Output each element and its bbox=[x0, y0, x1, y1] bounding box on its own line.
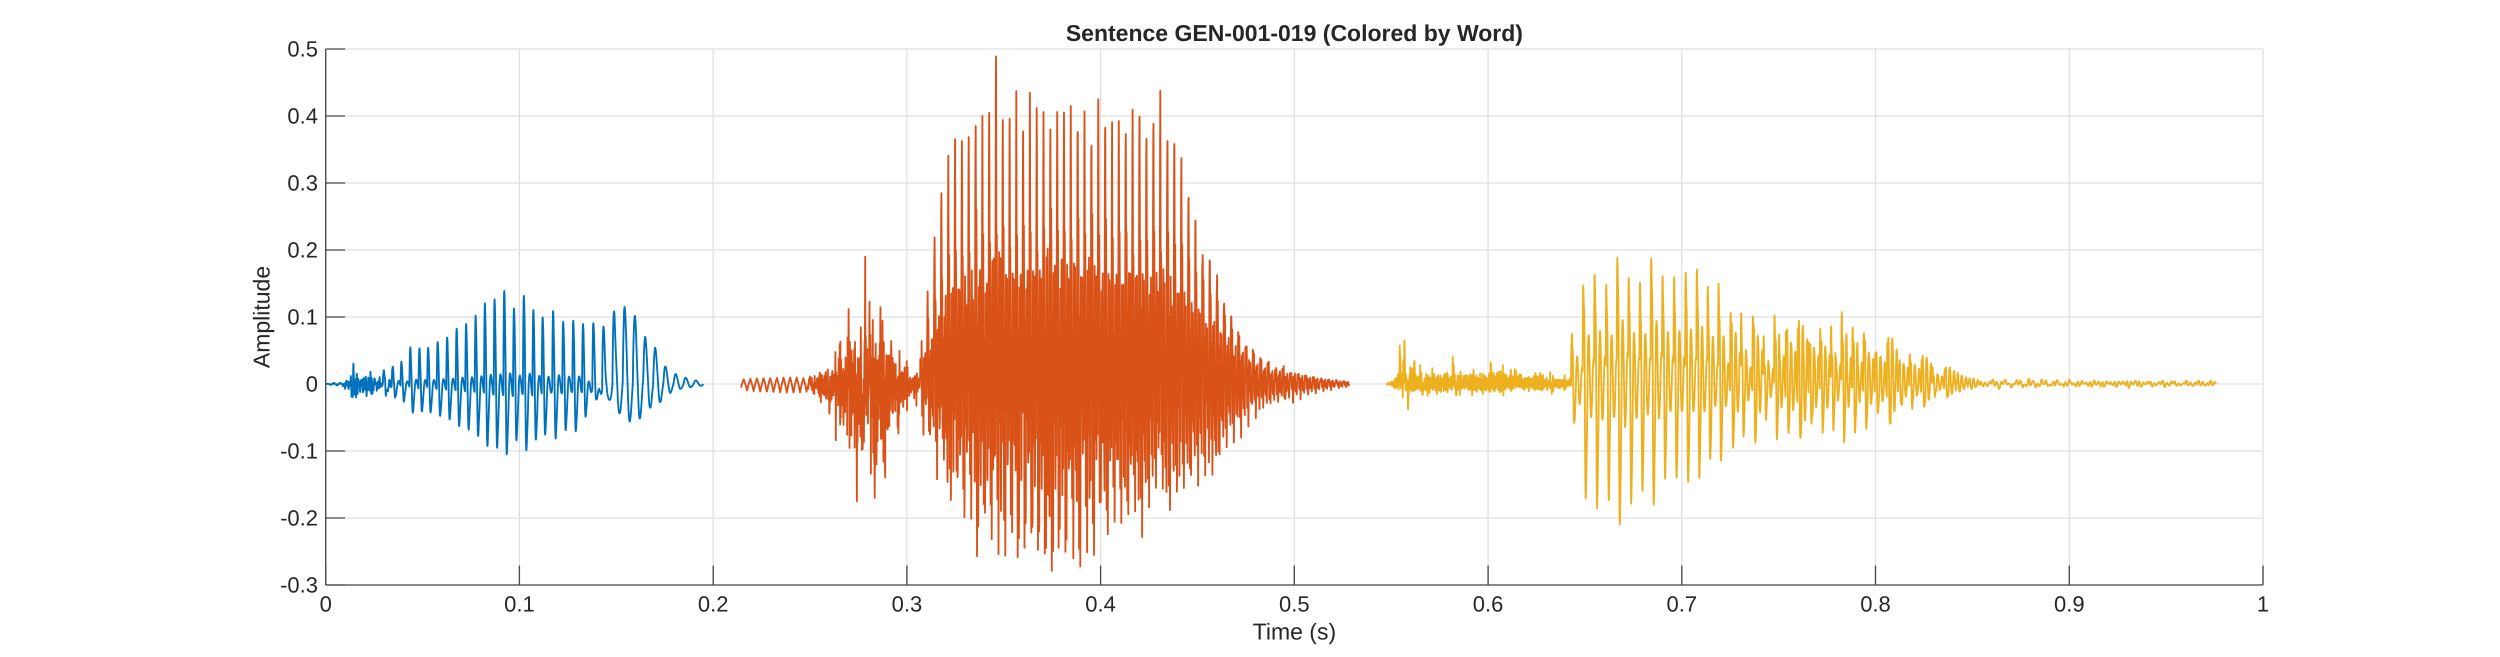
svg-text:-0.3: -0.3 bbox=[280, 573, 318, 598]
svg-text:0.2: 0.2 bbox=[698, 591, 729, 616]
svg-text:0.8: 0.8 bbox=[1860, 591, 1891, 616]
svg-text:0.6: 0.6 bbox=[1473, 591, 1504, 616]
svg-text:0.5: 0.5 bbox=[1279, 591, 1310, 616]
svg-text:-0.2: -0.2 bbox=[280, 506, 318, 531]
svg-text:0.3: 0.3 bbox=[287, 171, 318, 196]
svg-text:-0.1: -0.1 bbox=[280, 439, 318, 464]
svg-text:0.4: 0.4 bbox=[1085, 591, 1116, 616]
svg-text:0.2: 0.2 bbox=[287, 238, 318, 263]
svg-text:1: 1 bbox=[2257, 591, 2269, 616]
svg-text:0.4: 0.4 bbox=[287, 104, 318, 129]
svg-text:0.5: 0.5 bbox=[287, 37, 318, 62]
svg-text:Amplitude: Amplitude bbox=[249, 266, 275, 368]
svg-text:0.7: 0.7 bbox=[1667, 591, 1698, 616]
svg-text:Sentence GEN-001-019 (Colored: Sentence GEN-001-019 (Colored by Word) bbox=[1066, 20, 1523, 46]
svg-text:0: 0 bbox=[320, 591, 332, 616]
svg-text:0: 0 bbox=[306, 372, 318, 397]
svg-text:0.1: 0.1 bbox=[287, 305, 318, 330]
svg-text:Time (s): Time (s) bbox=[1253, 619, 1336, 645]
svg-text:0.9: 0.9 bbox=[2054, 591, 2085, 616]
svg-text:0.1: 0.1 bbox=[504, 591, 535, 616]
svg-text:0.3: 0.3 bbox=[892, 591, 923, 616]
